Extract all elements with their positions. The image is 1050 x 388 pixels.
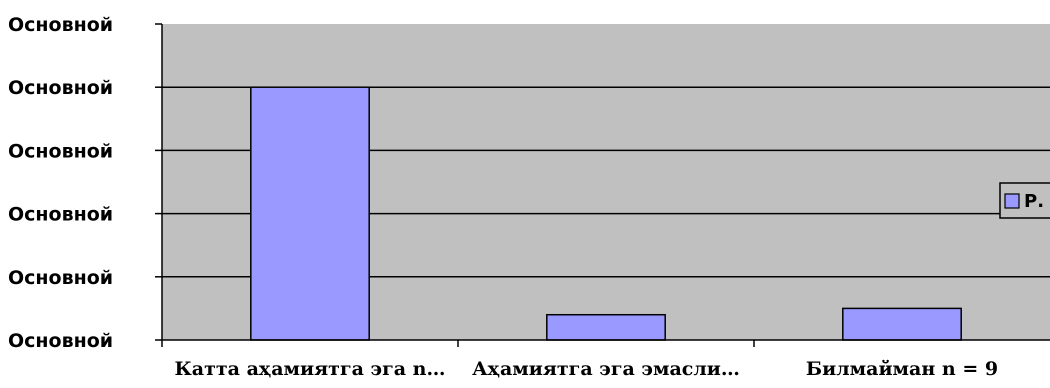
y-tick-label: Основной — [8, 204, 113, 226]
y-tick-label: Основной — [8, 14, 113, 36]
legend-box — [999, 182, 1050, 219]
x-tick-label: Аҳамиятга эга эмасли… — [472, 358, 740, 380]
x-tick-label: Катта аҳамиятга эга n… — [175, 358, 446, 380]
bar-1 — [250, 86, 370, 341]
y-tick-label: Основной — [8, 267, 113, 289]
bar-3 — [842, 307, 962, 341]
y-tick-label: Основной — [8, 140, 113, 162]
legend-label: Р. — [1024, 191, 1044, 212]
bar-2 — [546, 313, 666, 341]
y-tick-label: Основной — [8, 77, 113, 99]
legend-swatch — [1004, 193, 1020, 209]
y-tick-label: Основной — [8, 330, 113, 352]
x-tick-label: Билмайман n = 9 — [806, 358, 998, 380]
